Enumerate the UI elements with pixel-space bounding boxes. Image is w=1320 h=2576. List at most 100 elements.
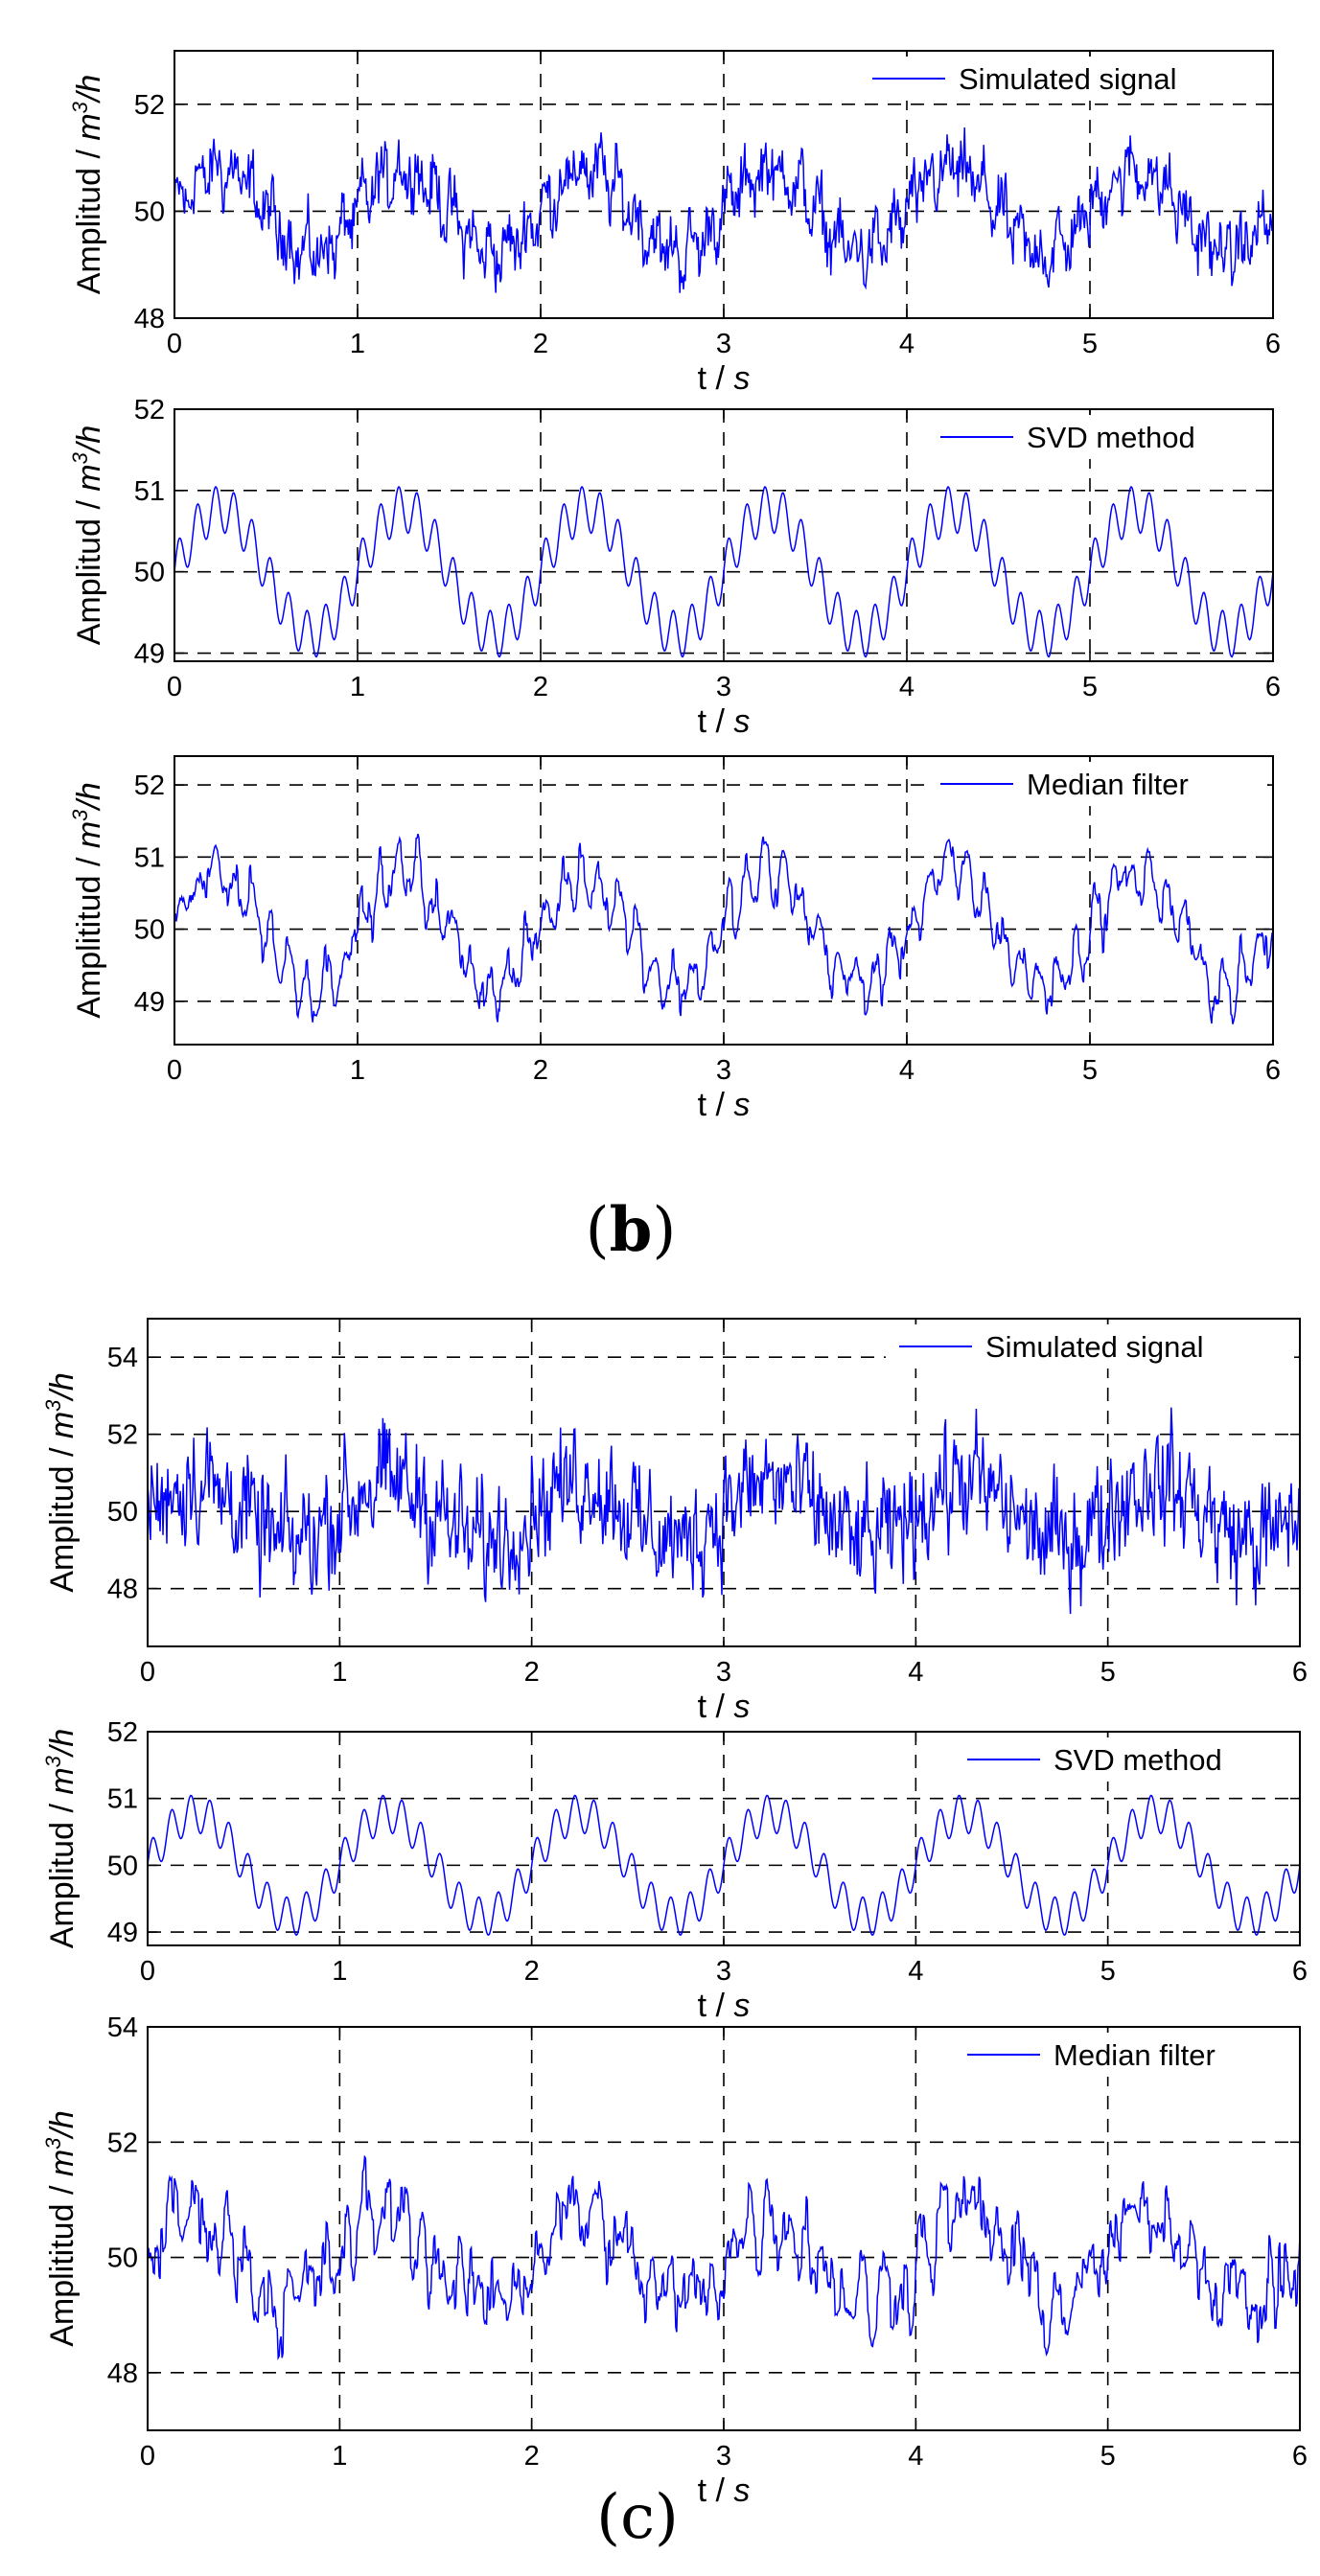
y-tick-label: 49 [134,987,165,1018]
x-axis-label: t / s [698,360,751,397]
legend-label: Simulated signal [985,1330,1203,1364]
y-tick-label: 54 [107,2012,138,2043]
y-axis-label-main: Amplitud / [71,492,107,646]
y-axis-label-unit: /h [44,1372,81,1401]
x-axis-label-var: t / [698,703,734,740]
x-axis-label-var: t / [698,1689,734,1725]
y-tick-label: 48 [134,304,165,334]
x-axis-label-unit: s [733,1689,750,1725]
y-axis-label-exp: 3 [68,809,92,821]
panel-label-b: (b) [586,1194,677,1266]
y-tick-label: 50 [107,2243,138,2274]
x-axis-label-var: t / [698,2472,734,2509]
y-axis-label-m: m [44,1767,81,1794]
legend-label: SVD method [1027,421,1195,454]
y-tick-label: 52 [107,2128,138,2158]
y-axis-label-m: m [44,1412,81,1438]
y-tick-label: 52 [134,770,165,801]
y-tick-label: 48 [107,1575,138,1605]
x-tick-label: 3 [716,1657,731,1688]
y-tick-label: 50 [107,1497,138,1528]
y-tick-label: 50 [134,196,165,227]
y-tick-label: 52 [107,1717,138,1748]
x-tick-label: 6 [1292,2441,1308,2472]
panel-label-c: (c) [596,2482,679,2553]
x-tick-label: 4 [908,1657,923,1688]
y-tick-label: 48 [107,2358,138,2389]
y-axis-label-exp: 3 [41,2137,65,2150]
x-tick-label: 6 [1265,329,1281,359]
x-axis-label-var: t / [698,360,734,397]
y-axis-label-unit: /h [44,2110,81,2139]
series-line-median-filter [174,834,1274,1024]
series-line-svd-method [147,1794,1301,1936]
y-axis-label: Amplititud / m3/h [68,782,107,1019]
y-axis-label-exp: 3 [41,1755,65,1767]
series-line-simulated-signal [174,126,1274,293]
x-tick-label: 5 [1100,1657,1116,1688]
y-tick-label: 51 [107,1784,138,1815]
x-tick-label: 5 [1082,329,1098,359]
x-axis-label-unit: s [733,1087,750,1123]
x-tick-label: 6 [1292,1657,1308,1688]
x-tick-label: 6 [1265,672,1281,702]
legend-label: Simulated signal [959,62,1176,96]
x-tick-label: 0 [140,2441,155,2472]
x-tick-label: 2 [533,329,548,359]
x-tick-label: 5 [1082,672,1098,702]
x-tick-label: 2 [524,1956,540,1987]
x-tick-label: 4 [908,2441,923,2472]
y-axis-label-unit: /h [44,1729,81,1758]
x-tick-label: 5 [1100,1956,1116,1987]
y-axis-label: Amplitud / m3/h [68,75,107,295]
y-tick-label: 49 [107,1918,138,1948]
x-tick-label: 6 [1265,1055,1281,1086]
x-tick-label: 3 [716,329,731,359]
x-tick-label: 0 [167,672,182,702]
series-line-svd-method [174,486,1274,658]
x-tick-label: 2 [533,672,548,702]
x-tick-label: 6 [1292,1956,1308,1987]
y-tick-label: 52 [134,90,165,121]
y-axis-label-m: m [71,113,107,140]
legend-label: Median filter [1054,2038,1216,2072]
x-axis-label-unit: s [733,703,750,740]
legend-label: Median filter [1027,768,1189,801]
x-tick-label: 4 [899,1055,915,1086]
x-axis-label-unit: s [733,2472,750,2509]
x-tick-label: 0 [140,1657,155,1688]
legend-label: SVD method [1054,1743,1222,1777]
x-tick-label: 3 [716,2441,731,2472]
y-axis-label: Amplitud / m3/h [41,1729,81,1949]
x-tick-label: 2 [533,1055,548,1086]
y-axis-label-unit: /h [71,426,107,454]
panel-label-b-letter: b [610,1194,653,1266]
y-axis-label-main: Amplitud / [44,1438,81,1593]
x-tick-label: 3 [716,1956,731,1987]
x-tick-label: 1 [332,2441,347,2472]
y-axis-label-unit: /h [71,75,107,104]
y-tick-label: 51 [134,476,165,507]
y-tick-label: 52 [107,1420,138,1451]
x-axis-label: t / s [698,1988,751,2024]
x-tick-label: 0 [167,329,182,359]
y-axis-label: Amplitud / m3/h [68,426,107,646]
x-tick-label: 5 [1100,2441,1116,2472]
y-tick-label: 50 [107,1851,138,1881]
x-tick-label: 1 [350,329,365,359]
y-axis-label-exp: 3 [41,1399,65,1412]
x-axis-label: t / s [698,703,751,740]
y-axis-label-exp: 3 [68,451,92,464]
x-tick-label: 2 [524,1657,540,1688]
x-axis-label-unit: s [733,1988,750,2024]
x-tick-label: 4 [899,672,915,702]
x-tick-label: 1 [332,1657,347,1688]
x-axis-label: t / s [698,1689,751,1725]
y-axis-label-main: Amplitud / [71,141,107,295]
y-axis-label-m: m [71,821,107,848]
